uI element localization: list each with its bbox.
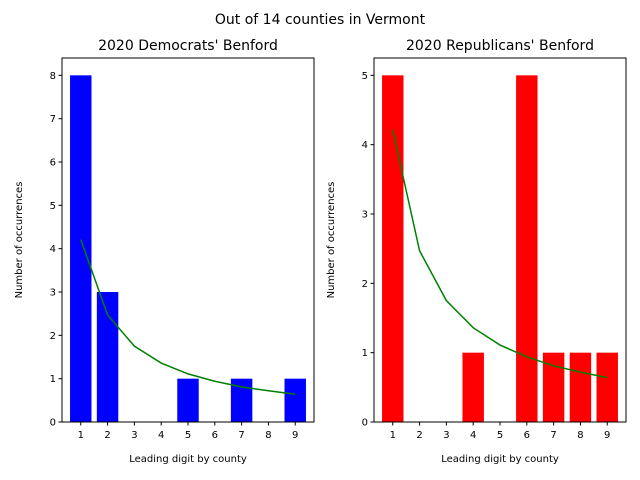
chart-0-expected-line (80, 239, 296, 396)
chart-1-x-axis-label: Leading digit by county (441, 454, 559, 465)
chart-1-y-axis-label: Number of occurrences (326, 182, 337, 299)
chart-0-y-tick-label-4: 4 (50, 244, 56, 255)
chart-0-x-tick-label-2: 2 (104, 430, 110, 441)
chart-1-bar-6 (516, 75, 538, 422)
chart-1-title: 2020 Republicans' Benford (406, 38, 594, 54)
chart-1-bar-4 (462, 352, 484, 422)
chart-1-x-tick-label-7: 7 (550, 430, 556, 441)
chart-0-x-tick-label-1: 1 (78, 430, 84, 441)
chart-0-y-tick-label-5: 5 (50, 201, 56, 212)
chart-1-x-tick-label-2: 2 (416, 430, 422, 441)
chart-0-y-tick-label-8: 8 (50, 71, 56, 82)
chart-1-x-tick-label-3: 3 (443, 430, 449, 441)
chart-1-y-tick-label-2: 2 (362, 279, 368, 290)
chart-1-y-tick-label-3: 3 (362, 210, 368, 221)
chart-0-bar-7 (230, 378, 253, 422)
chart-1-bar-7 (542, 352, 565, 422)
chart-0-y-tick-label-7: 7 (50, 114, 56, 125)
chart-0-x-tick-label-3: 3 (131, 430, 137, 441)
chart-1-y-tick-label-5: 5 (362, 71, 368, 82)
chart-1-bar-1 (382, 75, 404, 422)
chart-0-x-axis-label: Leading digit by county (129, 454, 247, 465)
chart-1-x-tick-label-4: 4 (470, 430, 476, 441)
chart-1-x-tick-label-6: 6 (524, 430, 530, 441)
chart-1-y-tick-label-4: 4 (362, 140, 368, 151)
chart-0-bar-9 (284, 378, 306, 422)
democrats-chart: 2020 Democrats' Benford 1 2 3 4 5 6 7 8 9 0 1 2 3 4 5 6 7… (14, 38, 315, 465)
chart-1-expected-line (392, 129, 608, 379)
chart-0-x-tick-label-5: 5 (185, 430, 191, 441)
chart-0-x-tick-label-8: 8 (265, 430, 271, 441)
figure-title: Out of 14 counties in Vermont (215, 12, 426, 28)
chart-0-y-tick-label-6: 6 (50, 158, 56, 169)
chart-0-bar-5 (177, 378, 199, 422)
chart-0-y-axis-label: Number of occurrences (14, 182, 25, 299)
chart-1-x-tick-label-5: 5 (497, 430, 503, 441)
chart-0-x-tick-label-4: 4 (158, 430, 164, 441)
republicans-chart: 2020 Republicans' Benford 1 2 3 4 5 6 7 8 9 0 1 2 3 4 5… (326, 38, 627, 465)
chart-0-x-tick-label-9: 9 (292, 430, 298, 441)
chart-0-y-tick-label-1: 1 (50, 374, 56, 385)
chart-0-bar-2 (96, 292, 119, 422)
chart-0-x-tick-label-6: 6 (212, 430, 218, 441)
chart-0-y-tick-label-2: 2 (50, 331, 56, 342)
chart-0-y-tick-label-3: 3 (50, 288, 56, 299)
chart-1-x-tick-label-1: 1 (390, 430, 396, 441)
chart-1-x-tick-label-9: 9 (604, 430, 610, 441)
chart-1-bar-8 (569, 352, 592, 422)
chart-1-y-tick-label-1: 1 (362, 348, 368, 359)
chart-0-title: 2020 Democrats' Benford (98, 38, 278, 54)
chart-1-y-tick-label-0: 0 (362, 418, 368, 429)
chart-0-x-tick-label-7: 7 (238, 430, 244, 441)
chart-0-y-tick-label-0: 0 (50, 418, 56, 429)
chart-1-bar-9 (596, 352, 618, 422)
chart-1-x-tick-label-8: 8 (577, 430, 583, 441)
chart-0-bar-1 (70, 75, 92, 422)
